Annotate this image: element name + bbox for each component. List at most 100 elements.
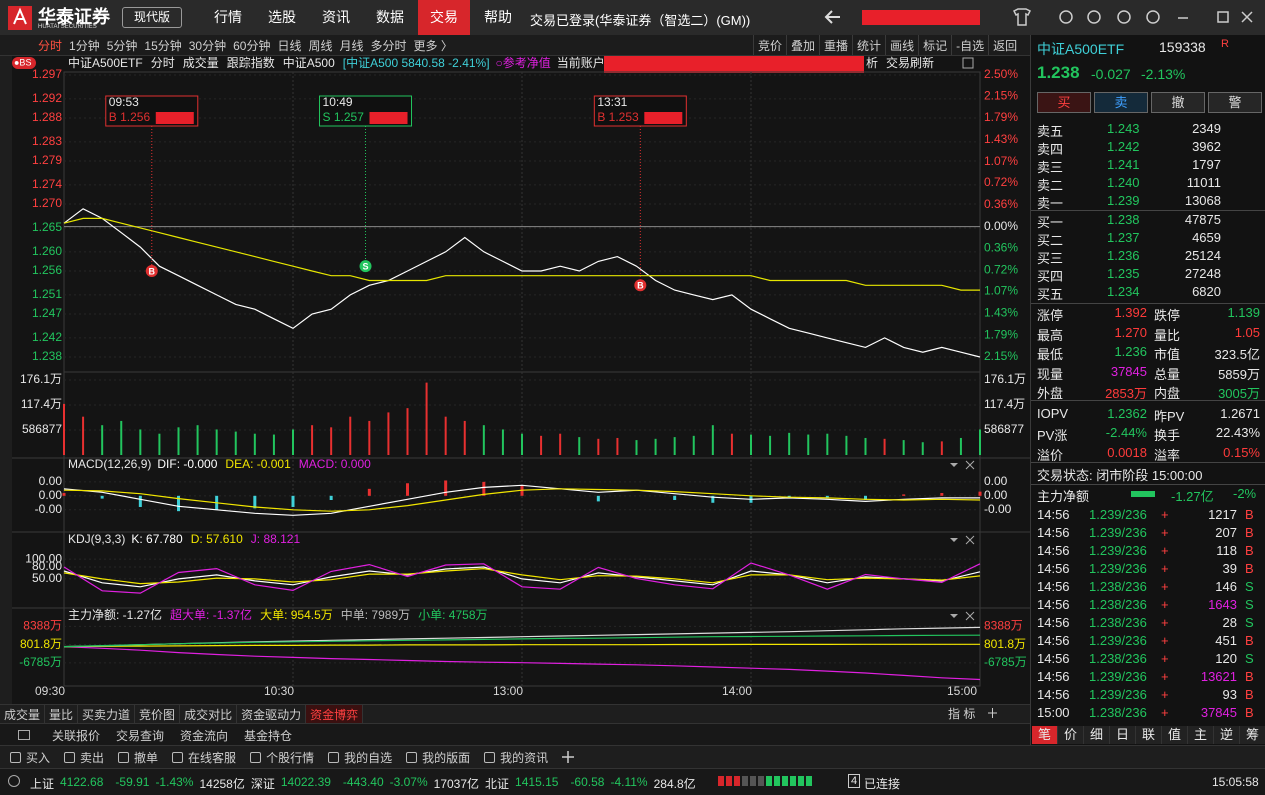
period-tab[interactable]: 1分钟 [69,39,100,53]
sub-tab[interactable]: 关联报价 [52,728,101,743]
toolbar-item[interactable]: 买入 [10,749,50,766]
stat-divider [1031,400,1265,401]
trade-button[interactable]: 买 [1037,92,1091,113]
trade-label: B 1.256 [109,110,151,124]
detail-tab[interactable]: 主 [1188,726,1214,744]
toolbar-item[interactable]: 我的资讯 [484,749,548,766]
detail-tab[interactable]: 值 [1162,726,1188,744]
indicator-tab[interactable]: 量比 [45,705,79,723]
chart-tool[interactable]: 标记 [918,35,951,55]
sub-tab[interactable]: 交易查询 [116,728,165,743]
toolbar: 买入 卖出 撤单 在线客服 个股行情 我的自选 我的版面 我的资讯 [0,745,1265,769]
period-tab[interactable]: 更多 〉 [413,39,453,53]
stat-value: 1.270 [1114,324,1147,340]
detail-tab[interactable]: 筹 [1240,726,1265,744]
trade-button[interactable]: 撤 [1151,92,1205,113]
period-tab[interactable]: 月线 [339,39,364,53]
detail-tab[interactable]: 联 [1136,726,1162,744]
indicator-tab[interactable]: 资金驱动力 [237,705,307,723]
period-tab[interactable]: 60分钟 [233,39,271,53]
tick-volume: 451 [1215,633,1237,648]
detail-tab[interactable]: 日 [1110,726,1136,744]
add-button[interactable] [988,704,998,723]
sub-tab[interactable]: 基金持仓 [244,728,293,743]
period-tab[interactable]: 日线 [277,39,302,53]
menu-item[interactable]: 行情 [214,9,242,25]
trade-button[interactable]: 警 [1208,92,1262,113]
series-line [63,646,981,681]
chart-tool[interactable]: 竞价 [753,35,786,55]
index-change: -59.91 [115,775,150,789]
book-price: 1.243 [1107,121,1140,136]
period-tab[interactable]: 分时 [38,39,63,53]
chart-tool[interactable]: 重播 [819,35,852,55]
pane-label: K: 67.780 [131,532,183,546]
toolbar-item[interactable]: 卖出 [64,749,104,766]
toolbar-item[interactable]: 在线客服 [172,749,236,766]
y2-tick-label: 1.79% [984,110,1018,124]
breadth-cell [782,776,788,786]
detail-tab[interactable]: 价 [1058,726,1084,744]
stat-label: 涨停 [1037,308,1064,323]
indicator-tab[interactable]: 成交对比 [180,705,238,723]
toolbar-item[interactable]: 我的自选 [328,749,392,766]
chart-tools: 竞价 叠加 重播 统计 画线 标记 -自选 返回 [753,35,1021,55]
indicator-tab[interactable]: 买卖力道 [78,705,136,723]
breadth-cell [806,776,812,786]
menu-item[interactable]: 交易 [430,9,458,25]
period-tab[interactable]: 30分钟 [188,39,227,53]
bs-badge-bg [12,57,36,69]
change-pct: -2.13% [1141,66,1186,82]
back-icon[interactable] [824,10,840,24]
chart-tool[interactable]: 返回 [988,35,1021,55]
tick-time: 14:56 [1037,507,1070,522]
pane-label: D: 57.610 [191,532,243,546]
period-tab[interactable]: 多分时 [370,39,407,53]
tick-price: 1.239/236 [1089,561,1147,576]
indicator-tab[interactable]: 成交量 [0,705,46,723]
tick-time: 14:56 [1037,579,1070,594]
trade-button[interactable]: 卖 [1094,92,1148,113]
trade-label: S 1.257 [323,110,365,124]
indicator-tab[interactable]: 竞价图 [135,705,181,723]
tick-time: 14:56 [1037,525,1070,540]
chart-tool[interactable]: 叠加 [786,35,819,55]
menu-item[interactable]: 帮助 [484,9,512,25]
tick-dir: + [1161,561,1169,576]
book-label: 卖三 [1037,160,1064,175]
detail-tab[interactable]: 细 [1084,726,1110,744]
menu-item[interactable]: 资讯 [322,9,350,25]
indicator-tab[interactable]: 资金博弈 [306,705,364,723]
y-tick-label-right: -0.00 [984,502,1012,516]
x-tick-label: 10:30 [264,684,294,698]
menu-item[interactable]: 选股 [268,9,296,25]
toolbar-item[interactable]: 撤单 [118,749,158,766]
toolbar-item[interactable]: 个股行情 [250,749,314,766]
toolbar-add[interactable] [562,749,575,765]
y2-tick-label: 2.50% [984,67,1018,81]
index-row: 上证 4122.68 -59.91 -1.43% 14258亿 深证 14022.39 -44… [8,775,696,792]
period-tab[interactable]: 5分钟 [106,39,138,53]
stat-value: 1.05 [1234,324,1260,340]
header-nav: ○参考净值 [496,55,551,70]
tick-volume: 120 [1215,651,1237,666]
pane-title: KDJ(9,3,3) [68,532,125,546]
edition-select[interactable]: 现代版 [122,7,182,28]
chart-tool[interactable]: 画线 [885,35,918,55]
indicator-button[interactable]: 指 标 [948,707,976,721]
period-tab[interactable]: 周线 [308,39,333,53]
period-tab[interactable]: 15分钟 [144,39,182,53]
sub-tab[interactable]: 资金流向 [180,728,229,743]
chart-tool[interactable]: 统计 [852,35,885,55]
breadth-cell [766,776,772,786]
detail-tab[interactable]: 逆 [1214,726,1240,744]
tick-time: 14:56 [1037,687,1070,702]
index-amount: 17037亿 [433,777,480,791]
chart-tool[interactable]: -自选 [951,35,988,55]
book-volume: 6820 [1192,284,1221,299]
toolbar-item[interactable]: 我的版面 [406,749,470,766]
detail-tab[interactable]: 笔 [1032,726,1058,744]
breadth-cell [734,776,740,786]
menu-item[interactable]: 数据 [376,9,404,25]
book-price: 1.240 [1107,175,1140,190]
